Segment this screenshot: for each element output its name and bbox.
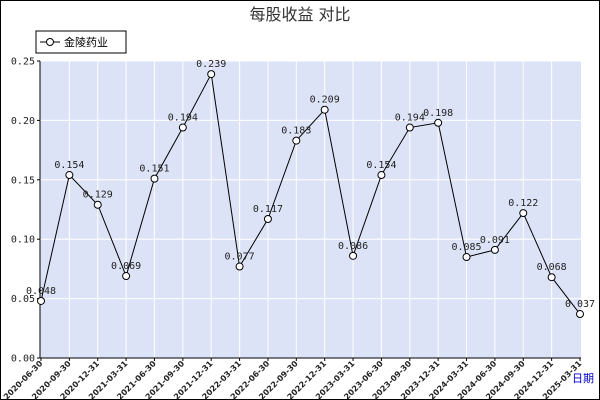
data-point <box>377 171 386 180</box>
y-tick-label: 0.15 <box>11 175 35 186</box>
data-label: 0.129 <box>83 190 113 201</box>
data-label: 0.154 <box>366 160 396 171</box>
data-label: 0.194 <box>395 113 425 124</box>
data-point <box>150 174 159 183</box>
y-axis: 0.00 0.05 0.10 0.15 0.20 0.25 <box>11 57 41 365</box>
data-label: 0.069 <box>111 261 141 272</box>
data-point <box>93 200 102 209</box>
legend-box <box>35 30 127 54</box>
data-point <box>122 272 131 281</box>
x-axis: 2020-06-302020-09-302020-12-312021-03-31… <box>2 357 584 400</box>
data-point <box>462 253 471 262</box>
data-point <box>65 171 74 180</box>
data-point <box>490 245 499 254</box>
data-label: 0.194 <box>168 113 198 124</box>
data-label: 0.091 <box>480 235 510 246</box>
data-point <box>263 215 272 224</box>
data-point <box>349 251 358 260</box>
data-label: 0.239 <box>196 59 226 70</box>
data-point <box>576 310 584 319</box>
y-tick-label: 0.25 <box>11 57 35 68</box>
plot-area <box>40 61 581 358</box>
data-point <box>434 118 443 127</box>
data-label: 0.183 <box>281 126 311 137</box>
data-point <box>37 296 45 305</box>
y-tick-label: 0.10 <box>11 235 35 246</box>
data-label: 0.085 <box>451 242 481 253</box>
legend: 金陵药业 <box>35 30 127 54</box>
legend-label: 金陵药业 <box>64 35 108 49</box>
data-label: 0.068 <box>537 262 567 273</box>
data-label: 0.077 <box>225 252 255 263</box>
data-point <box>547 273 556 282</box>
data-labels: 0.048 0.154 0.129 0.069 0.151 0.194 0.239 0.077… <box>26 59 595 310</box>
data-point <box>178 123 187 132</box>
data-label: 0.048 <box>26 286 56 297</box>
y-tick-label: 0.00 <box>11 354 35 365</box>
data-label: 0.151 <box>139 164 169 175</box>
data-label: 0.037 <box>565 299 595 310</box>
data-point <box>207 70 216 79</box>
y-tick-label: 0.20 <box>11 116 35 127</box>
data-point <box>320 105 329 114</box>
data-label: 0.154 <box>54 160 84 171</box>
x-axis-unit-label: 日期 <box>572 372 594 385</box>
legend-marker <box>46 38 54 46</box>
data-point <box>519 209 528 218</box>
data-label: 0.122 <box>508 198 538 209</box>
y-tick-label: 0.05 <box>11 294 35 305</box>
data-point <box>292 136 301 145</box>
chart-title: 每股收益 对比 <box>249 5 350 24</box>
series-line <box>40 72 581 315</box>
data-label: 0.209 <box>310 95 340 106</box>
data-point <box>235 262 244 271</box>
data-point <box>405 123 414 132</box>
data-label: 0.198 <box>423 108 453 119</box>
data-label: 0.117 <box>253 204 283 215</box>
series-group <box>37 70 584 319</box>
data-label: 0.086 <box>338 241 368 252</box>
